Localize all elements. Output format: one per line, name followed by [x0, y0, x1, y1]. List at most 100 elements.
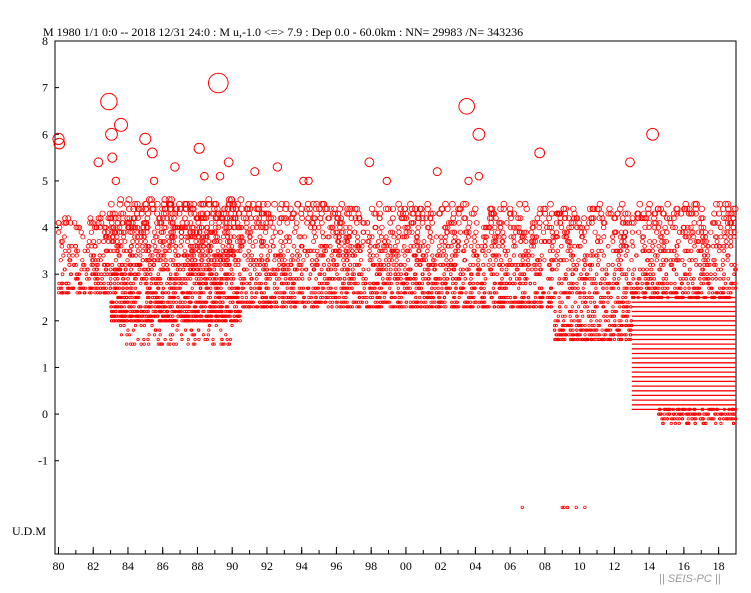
- event-marker: [322, 243, 328, 249]
- event-marker: [534, 215, 541, 222]
- event-marker: [407, 276, 412, 281]
- event-marker: [617, 205, 624, 213]
- event-marker: [462, 200, 470, 208]
- event-marker: [115, 300, 119, 304]
- event-marker: [693, 239, 699, 244]
- event-marker: [177, 309, 181, 314]
- event-marker: [618, 243, 624, 249]
- event-marker: [334, 286, 338, 290]
- event-marker: [291, 291, 295, 295]
- event-marker: [168, 286, 172, 290]
- event-marker: [386, 300, 390, 304]
- event-marker: [710, 243, 716, 249]
- event-marker: [710, 286, 714, 290]
- event-marker: [493, 234, 499, 240]
- event-marker: [147, 286, 151, 290]
- event-marker: [445, 291, 449, 295]
- event-marker: [283, 272, 287, 277]
- event-marker: [598, 319, 602, 323]
- event-marker: [568, 220, 575, 226]
- event-marker: [250, 291, 254, 295]
- event-marker: [223, 248, 228, 254]
- event-marker: [602, 314, 606, 318]
- event-marker: [526, 248, 531, 254]
- event-marker: [212, 300, 216, 304]
- event-marker: [198, 215, 205, 222]
- event-marker: [488, 210, 495, 217]
- event-marker: [293, 305, 297, 309]
- event-marker: [199, 305, 203, 309]
- event-marker: [682, 262, 687, 267]
- event-marker: [300, 276, 305, 281]
- event-marker: [213, 309, 217, 314]
- event-marker: [278, 239, 284, 244]
- event-marker: [269, 305, 273, 309]
- event-marker: [201, 267, 206, 272]
- event-marker: [208, 220, 215, 226]
- event-marker: [589, 333, 593, 337]
- event-marker: [88, 229, 95, 235]
- event-marker: [621, 295, 625, 300]
- event-marker: [590, 253, 595, 258]
- event-marker: [80, 234, 86, 240]
- event-marker: [177, 205, 184, 213]
- event-marker: [194, 215, 201, 222]
- event-marker: [225, 295, 229, 300]
- event-marker: [158, 309, 162, 314]
- event-marker: [553, 309, 557, 314]
- event-marker: [177, 281, 181, 286]
- event-marker: [190, 286, 194, 290]
- event-marker: [312, 205, 320, 213]
- event-marker: [281, 295, 285, 300]
- event-marker: [419, 220, 426, 226]
- event-marker: [229, 309, 233, 314]
- event-marker: [564, 229, 571, 235]
- event-marker: [572, 337, 577, 342]
- event-marker: [241, 276, 245, 281]
- event-marker: [576, 220, 582, 226]
- event-marker: [123, 262, 128, 267]
- event-marker: [143, 243, 149, 249]
- event-marker: [228, 314, 232, 318]
- event-marker: [346, 234, 352, 240]
- event-marker: [672, 248, 677, 254]
- event-marker: [178, 234, 184, 240]
- event-marker: [81, 262, 86, 267]
- event-marker: [621, 300, 625, 304]
- event-marker: [517, 253, 523, 258]
- event-marker: [317, 272, 322, 277]
- event-marker: [122, 239, 128, 244]
- event-marker: [108, 276, 113, 281]
- event-marker: [678, 210, 685, 217]
- event-marker: [634, 210, 641, 217]
- event-marker: [726, 276, 731, 281]
- event-marker: [578, 337, 583, 342]
- event-marker: [237, 196, 245, 204]
- event-marker: [402, 253, 407, 258]
- event-marker: [432, 258, 437, 263]
- event-marker: [624, 210, 631, 217]
- event-marker: [206, 258, 211, 263]
- event-marker: [118, 229, 124, 235]
- event-marker: [227, 342, 231, 346]
- event-marker: [396, 291, 400, 295]
- event-marker: [96, 239, 102, 244]
- event-marker: [199, 300, 203, 304]
- event-marker: [696, 291, 700, 295]
- event-marker: [532, 262, 537, 267]
- event-marker: [210, 305, 214, 309]
- event-marker: [502, 248, 508, 254]
- event-marker: [718, 291, 723, 295]
- event-marker: [667, 412, 671, 416]
- event-marker: [146, 243, 152, 249]
- event-marker: [674, 253, 679, 258]
- event-marker: [222, 295, 226, 300]
- event-marker: [222, 224, 228, 231]
- event-marker: [692, 243, 697, 249]
- event-marker: [730, 417, 734, 421]
- event-marker: [473, 229, 479, 235]
- event-marker: [264, 243, 270, 249]
- event-marker: [511, 243, 516, 249]
- event-marker: [582, 281, 587, 286]
- event-marker: [299, 243, 305, 249]
